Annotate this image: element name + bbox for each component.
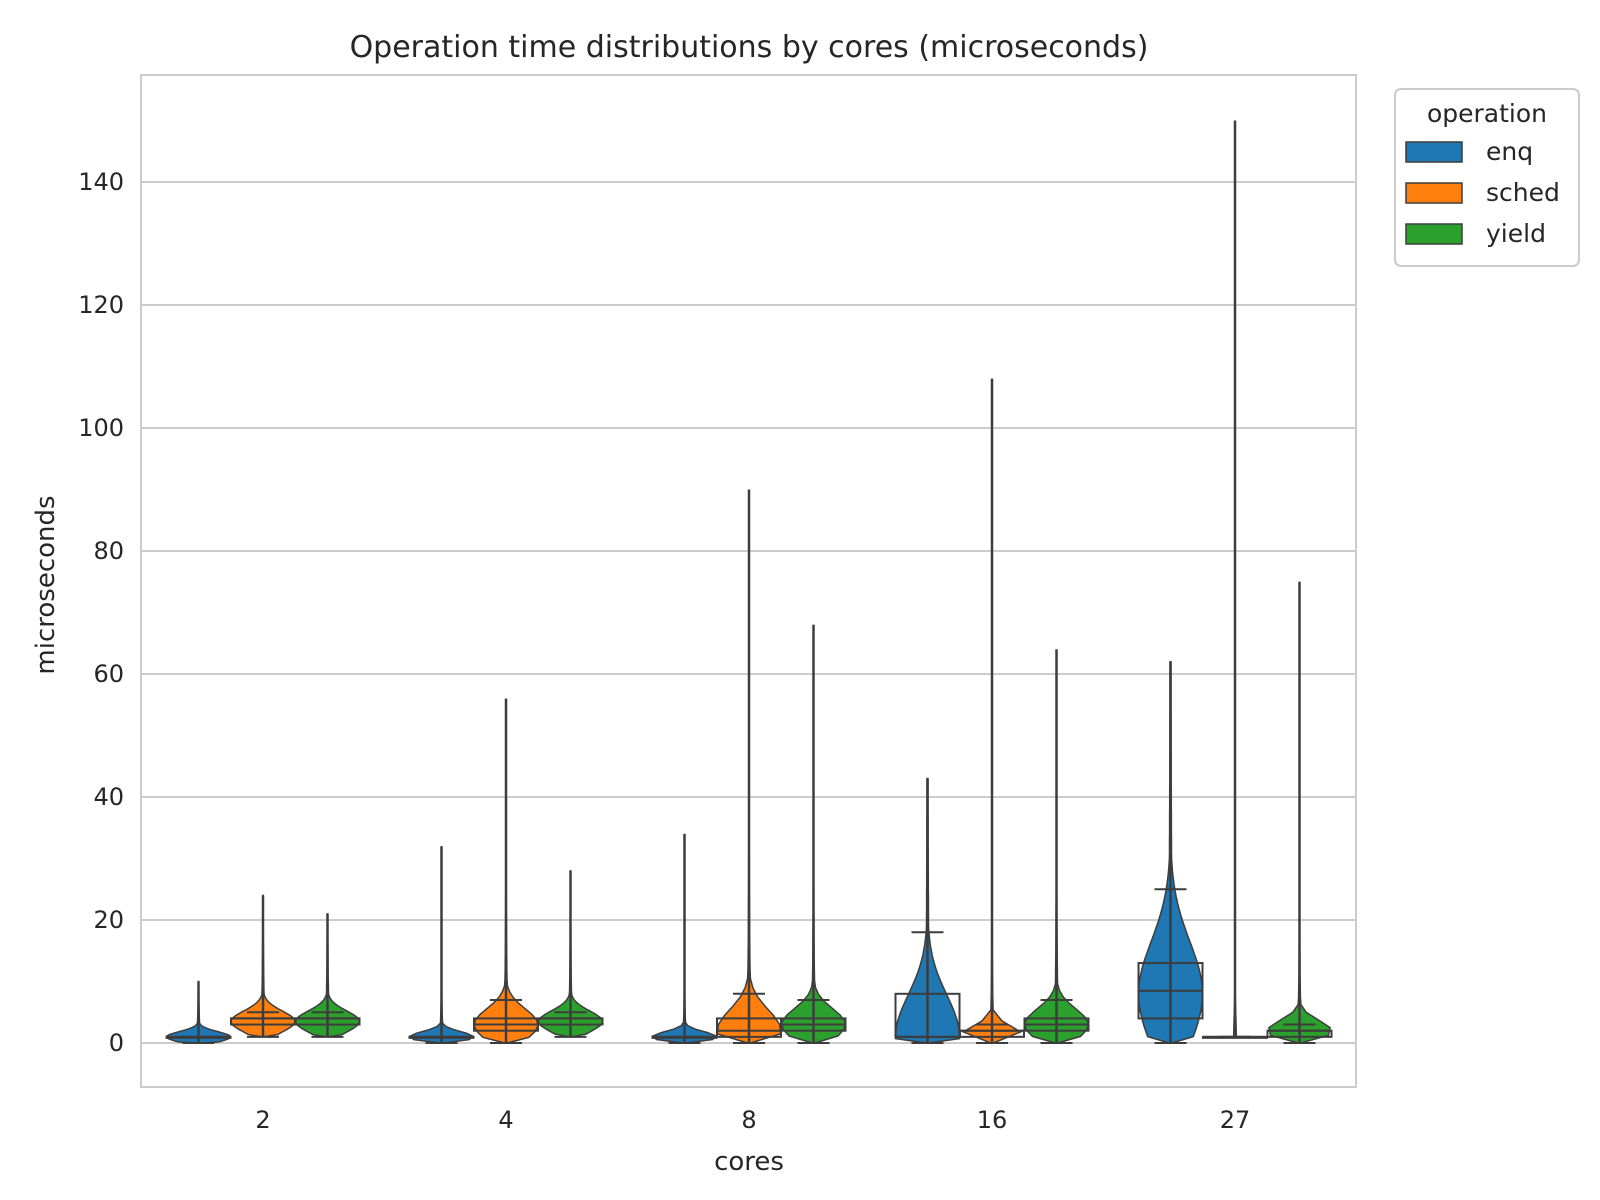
x-tick-label: 27 — [1220, 1106, 1251, 1134]
x-tick-label: 16 — [977, 1106, 1008, 1134]
y-tick-labels: 0 20 40 60 80 100 120 140 — [78, 168, 124, 1057]
y-tick-label: 120 — [78, 291, 124, 319]
y-tick-label: 20 — [93, 906, 124, 934]
legend-entries: enq sched yield — [1405, 137, 1560, 248]
legend-label-enq: enq — [1486, 137, 1533, 166]
legend-swatch-sched — [1405, 182, 1463, 204]
y-tick-label: 80 — [93, 537, 124, 565]
chart-title: Operation time distributions by cores (m… — [350, 30, 1149, 65]
y-tick-label: 40 — [93, 783, 124, 811]
box-overlays — [165, 888, 1333, 1044]
y-axis-label: microseconds — [31, 495, 61, 674]
legend-label-yield: yield — [1486, 219, 1546, 248]
x-tick-labels: 2 4 8 16 27 — [255, 1106, 1250, 1134]
x-tick-label: 8 — [741, 1106, 756, 1134]
legend-swatch-yield — [1405, 223, 1463, 245]
y-tick-label: 140 — [78, 168, 124, 196]
legend-title: operation — [1427, 99, 1547, 128]
violins — [165, 120, 1331, 1044]
legend: operation enq sched yield — [1394, 88, 1580, 267]
y-tick-label: 60 — [93, 660, 124, 688]
x-axis-label: cores — [714, 1147, 784, 1177]
y-tick-label: 100 — [78, 414, 124, 442]
legend-swatch-enq — [1405, 141, 1463, 163]
y-tick-label: 0 — [109, 1029, 124, 1057]
x-tick-label: 2 — [255, 1106, 270, 1134]
x-tick-label: 4 — [498, 1106, 513, 1134]
legend-label-sched: sched — [1486, 178, 1560, 207]
legend-frame — [1394, 88, 1580, 267]
